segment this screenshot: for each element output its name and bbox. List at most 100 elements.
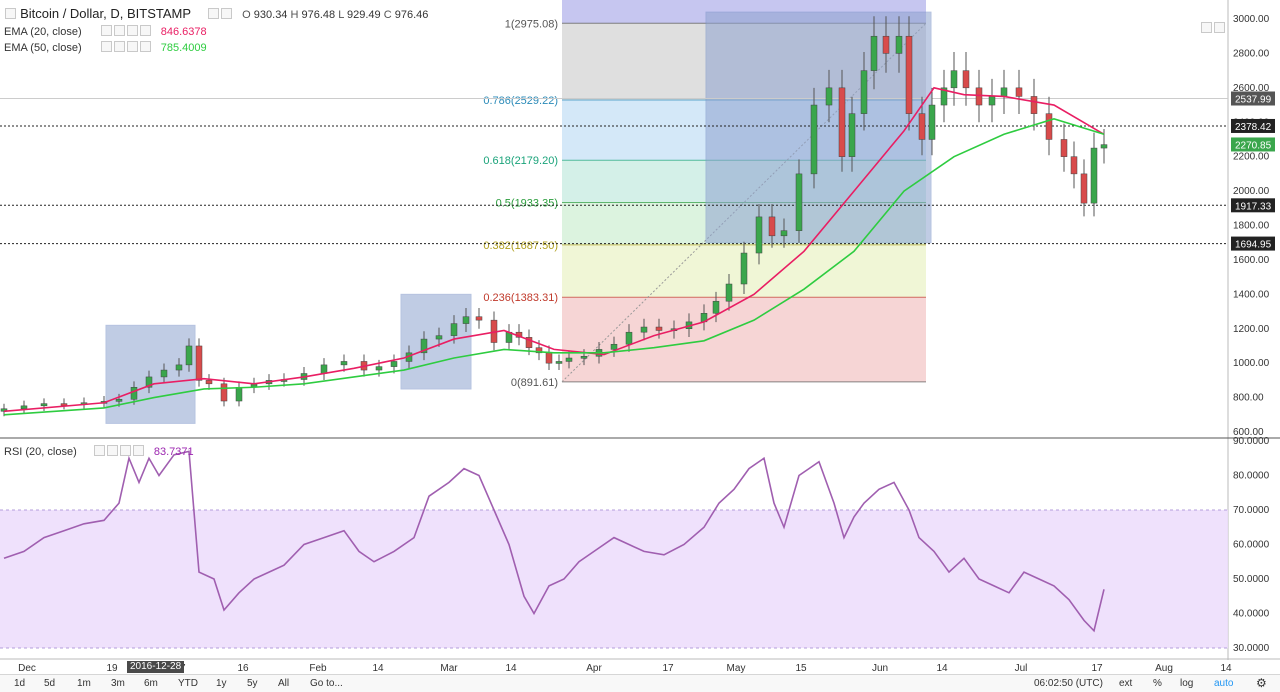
candle[interactable] — [160, 369, 168, 378]
candle[interactable] — [1090, 147, 1098, 204]
more-icon[interactable] — [139, 25, 151, 36]
candle[interactable] — [1030, 96, 1038, 114]
candle[interactable] — [825, 87, 833, 106]
candle[interactable] — [610, 343, 618, 350]
goto-button[interactable]: Go to... — [310, 678, 343, 689]
candle[interactable] — [712, 300, 720, 314]
legend-ema50-row[interactable]: EMA (50, close) 785.4009 — [4, 40, 207, 56]
candle[interactable] — [870, 35, 878, 71]
candle[interactable] — [535, 347, 543, 354]
candle[interactable] — [205, 380, 213, 385]
candle[interactable] — [1060, 139, 1068, 157]
log-toggle[interactable]: log — [1180, 678, 1194, 689]
candle[interactable] — [375, 366, 383, 371]
settings-icon[interactable] — [221, 8, 233, 19]
candle[interactable] — [755, 216, 763, 254]
candle[interactable] — [390, 361, 398, 367]
candle[interactable] — [462, 316, 470, 324]
range-5d[interactable]: 5d — [44, 678, 56, 689]
close-icon[interactable] — [119, 445, 131, 456]
candle[interactable] — [555, 361, 563, 364]
candle[interactable] — [940, 87, 948, 106]
candle[interactable] — [175, 364, 183, 371]
close-icon[interactable] — [126, 25, 138, 36]
more-icon[interactable] — [139, 41, 151, 52]
candle[interactable] — [810, 104, 818, 175]
range-3m[interactable]: 3m — [111, 678, 125, 689]
candle[interactable] — [740, 252, 748, 285]
eye-icon[interactable] — [100, 41, 112, 52]
candle[interactable] — [640, 326, 648, 333]
candle[interactable] — [235, 387, 243, 402]
candle[interactable] — [130, 387, 138, 400]
candle[interactable] — [1015, 87, 1023, 97]
range-1d[interactable]: 1d — [14, 678, 26, 689]
gear-icon[interactable]: ⚙ — [1256, 676, 1267, 690]
candle[interactable] — [918, 113, 926, 140]
candle[interactable] — [1070, 156, 1078, 175]
candle[interactable] — [928, 104, 936, 140]
range-1m[interactable]: 1m — [77, 678, 91, 689]
candle[interactable] — [435, 335, 443, 340]
auto-toggle[interactable]: auto — [1214, 678, 1234, 689]
candle[interactable] — [340, 361, 348, 366]
candle[interactable] — [780, 230, 788, 237]
eye-icon[interactable] — [93, 445, 105, 456]
close-icon[interactable] — [126, 41, 138, 52]
candle[interactable] — [1080, 173, 1088, 204]
percent-toggle[interactable]: % — [1153, 678, 1162, 689]
settings-icon[interactable] — [106, 445, 118, 456]
candle[interactable] — [580, 356, 588, 359]
more-icon[interactable] — [132, 445, 144, 456]
candle[interactable] — [565, 357, 573, 362]
candle[interactable] — [525, 337, 533, 348]
candle[interactable] — [20, 405, 28, 410]
candle[interactable] — [860, 70, 868, 114]
candle[interactable] — [988, 96, 996, 106]
range-all[interactable]: All — [278, 678, 290, 689]
candle[interactable] — [725, 283, 733, 302]
candle[interactable] — [195, 345, 203, 381]
close-pane-icon[interactable] — [1214, 22, 1225, 33]
candle[interactable] — [475, 316, 483, 321]
range-6m[interactable]: 6m — [144, 678, 158, 689]
eye-icon[interactable] — [100, 25, 112, 36]
candle[interactable] — [848, 113, 856, 157]
rectangle-drawing[interactable] — [105, 324, 196, 424]
candle[interactable] — [962, 70, 970, 89]
range-1y[interactable]: 1y — [216, 678, 227, 689]
eye-icon[interactable] — [208, 8, 220, 19]
candle[interactable] — [768, 216, 776, 237]
range-5y[interactable]: 5y — [247, 678, 258, 689]
candle[interactable] — [950, 70, 958, 89]
candle[interactable] — [625, 331, 633, 345]
candle[interactable] — [905, 35, 913, 114]
range-ytd[interactable]: YTD — [178, 678, 198, 689]
candle[interactable] — [40, 403, 48, 407]
candle[interactable] — [882, 35, 890, 54]
settings-icon[interactable] — [113, 41, 125, 52]
candle[interactable] — [450, 323, 458, 336]
settings-icon[interactable] — [113, 25, 125, 36]
candle[interactable] — [795, 173, 803, 231]
candle[interactable] — [185, 345, 193, 366]
candle[interactable] — [1045, 113, 1053, 140]
candle[interactable] — [838, 87, 846, 157]
candle[interactable] — [420, 338, 428, 354]
rectangle-drawing[interactable] — [400, 293, 472, 390]
collapse-icon[interactable] — [5, 8, 16, 19]
candle[interactable] — [655, 326, 663, 331]
candle[interactable] — [1100, 144, 1108, 149]
maximize-pane-icon[interactable] — [1201, 22, 1212, 33]
candle[interactable] — [145, 376, 153, 388]
candle[interactable] — [115, 399, 123, 402]
legend-ema20-row[interactable]: EMA (20, close) 846.6378 — [4, 24, 207, 40]
candle[interactable] — [895, 35, 903, 54]
candle[interactable] — [975, 87, 983, 106]
candle[interactable] — [220, 383, 228, 402]
candle[interactable] — [320, 364, 328, 374]
candle[interactable] — [1000, 87, 1008, 97]
candle[interactable] — [545, 352, 553, 364]
legend-rsi-row[interactable]: RSI (20, close) 83.7371 — [4, 444, 194, 460]
